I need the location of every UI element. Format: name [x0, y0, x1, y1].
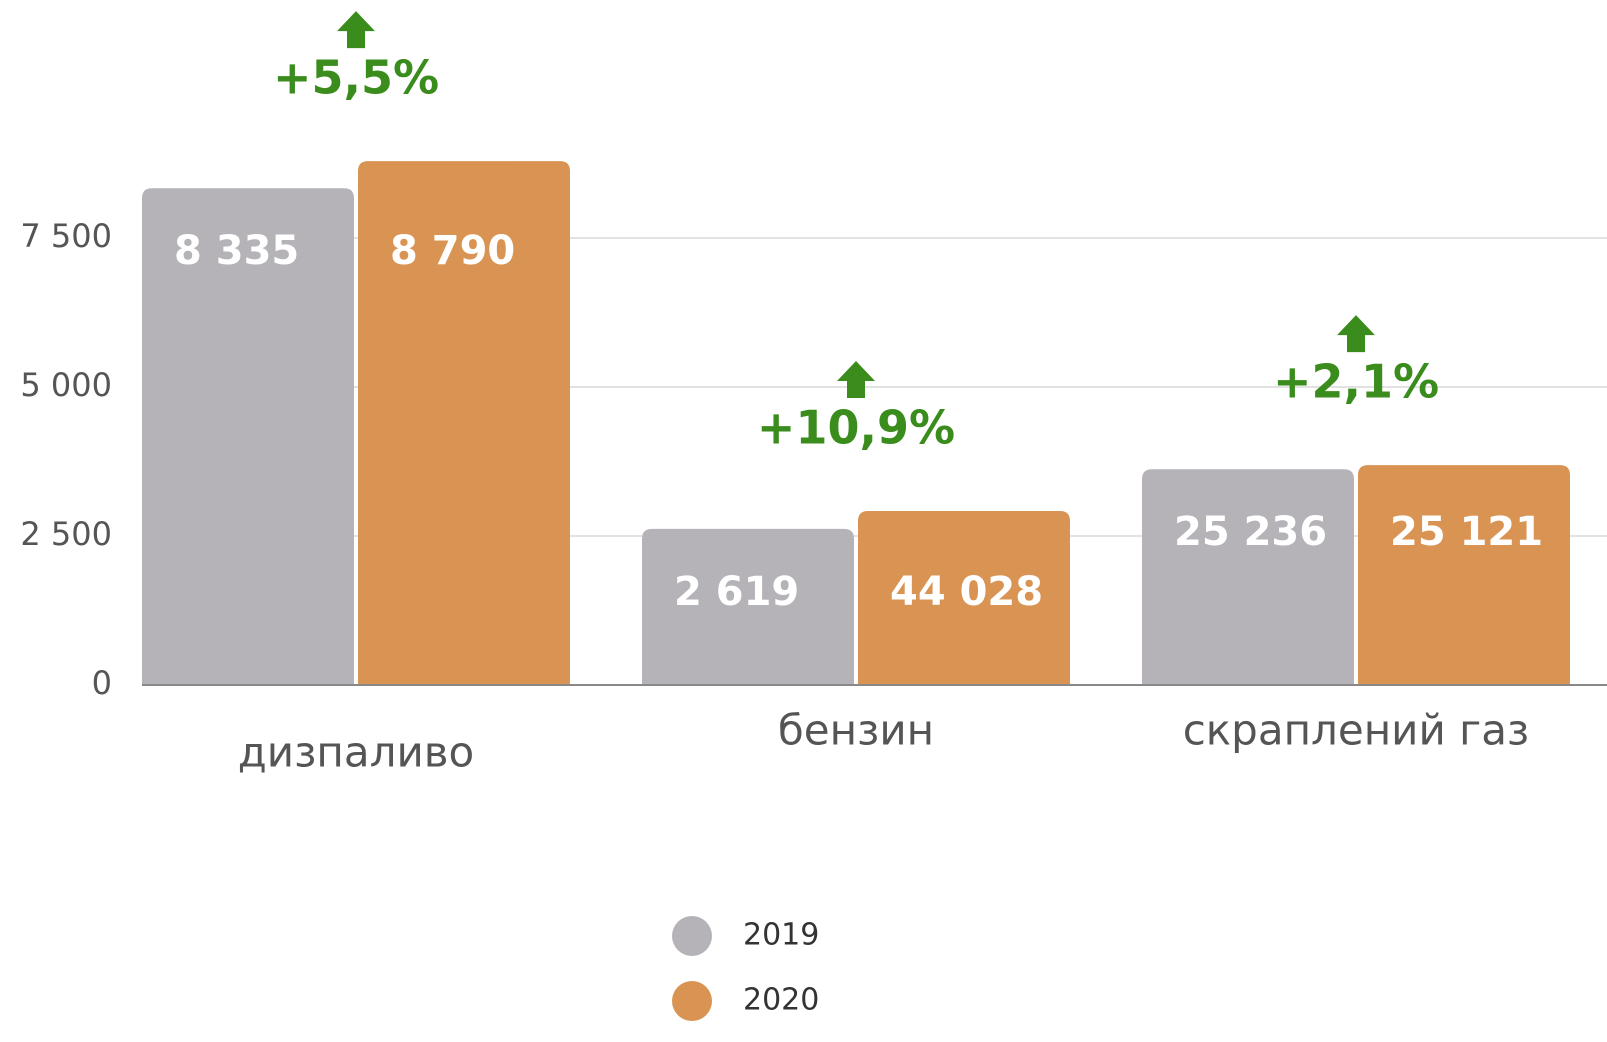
- bar: [358, 161, 570, 686]
- x-tick-label: скраплений газ: [1183, 706, 1530, 755]
- up-arrow: [337, 11, 375, 49]
- value-label: 44 028: [890, 569, 1043, 615]
- annotation: +5,5%: [273, 51, 439, 105]
- annotation: +2,1%: [1273, 355, 1439, 409]
- legend-label: 2020: [743, 983, 819, 1018]
- value-label: 2 619: [674, 569, 799, 615]
- value-label: 8 335: [174, 228, 299, 274]
- legend-label: 2019: [743, 918, 819, 953]
- bar: [1142, 469, 1354, 685]
- value-label: 25 121: [1390, 509, 1543, 555]
- y-tick-label: 5 000: [20, 366, 112, 404]
- y-tick-label: 0: [92, 664, 112, 702]
- y-tick-label: 7 500: [20, 217, 112, 255]
- y-tick-label: 2 500: [20, 515, 112, 553]
- up-arrow: [837, 360, 875, 398]
- annotation: +10,9%: [757, 400, 955, 454]
- bar: [142, 188, 354, 685]
- up-arrow: [1337, 315, 1375, 353]
- bar: [858, 510, 1070, 685]
- value-label: 8 790: [390, 228, 515, 274]
- value-label: 25 236: [1174, 509, 1327, 555]
- bar: [642, 528, 854, 685]
- bar: [1358, 465, 1570, 685]
- legend-swatch: [672, 916, 712, 956]
- x-tick-label: дизпаливо: [238, 728, 474, 777]
- x-tick-label: бензин: [778, 706, 934, 755]
- legend-swatch: [672, 981, 712, 1021]
